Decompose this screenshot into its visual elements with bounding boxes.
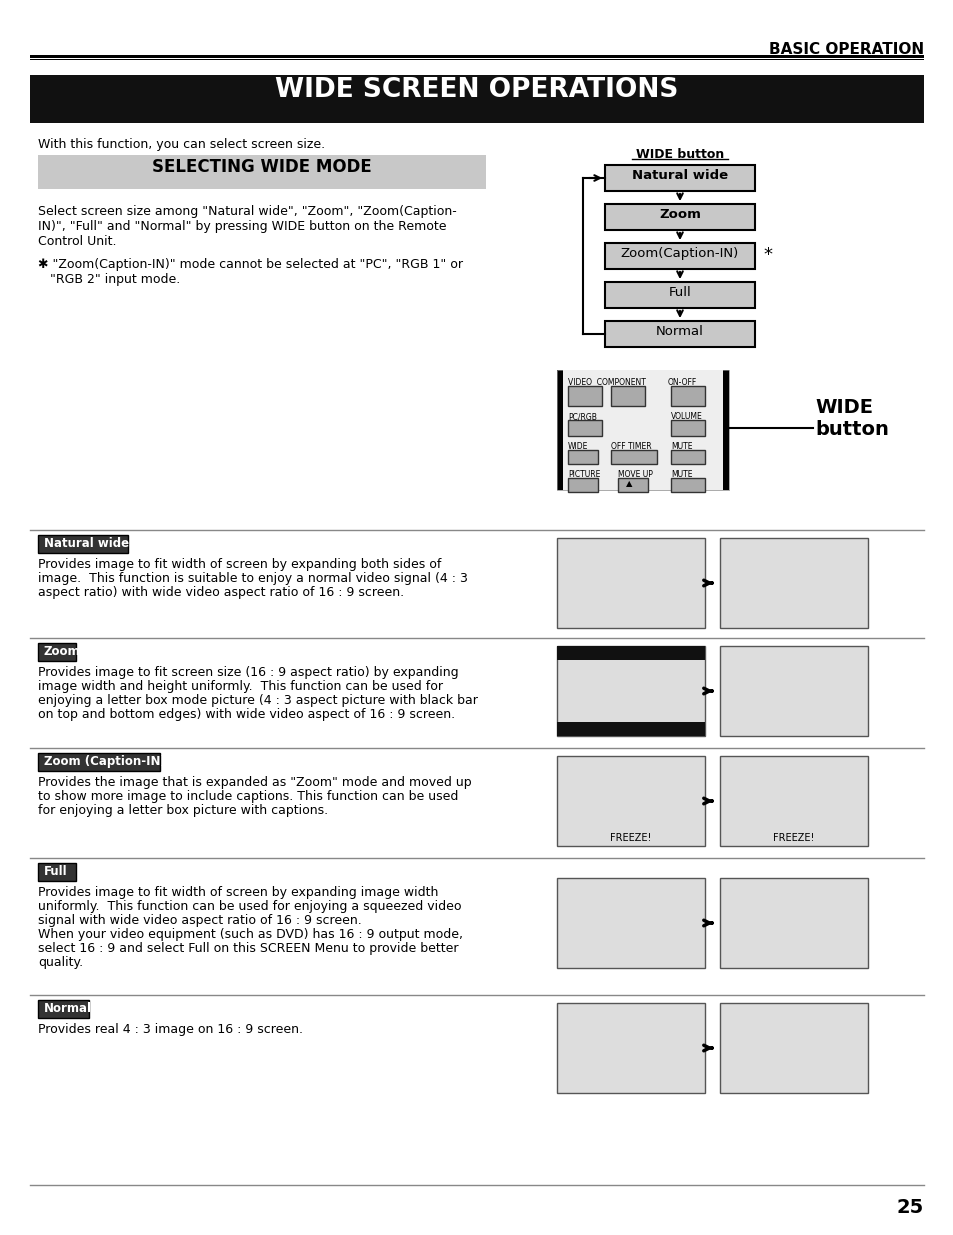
Text: Provides the image that is expanded as "Zoom" mode and moved up: Provides the image that is expanded as "… — [38, 776, 471, 789]
Text: PC/RGB: PC/RGB — [567, 412, 597, 421]
Text: BASIC OPERATION: BASIC OPERATION — [768, 42, 923, 57]
Text: "RGB 2" input mode.: "RGB 2" input mode. — [38, 273, 180, 287]
Bar — [722, 370, 728, 490]
Text: WIDE SCREEN OPERATIONS: WIDE SCREEN OPERATIONS — [275, 77, 678, 103]
Bar — [604, 243, 754, 269]
Bar — [30, 56, 923, 58]
Bar — [720, 538, 867, 629]
Bar — [557, 370, 562, 490]
Text: aspect ratio) with wide video aspect ratio of 16 : 9 screen.: aspect ratio) with wide video aspect rat… — [38, 585, 404, 599]
Text: 25: 25 — [896, 1198, 923, 1216]
Text: Zoom(Caption-IN): Zoom(Caption-IN) — [620, 247, 739, 261]
Bar — [38, 1000, 89, 1018]
Text: WIDE
button: WIDE button — [814, 398, 888, 438]
Text: VIDEO  COMPONENT: VIDEO COMPONENT — [567, 378, 645, 387]
Text: ▲: ▲ — [625, 479, 632, 488]
Text: Full: Full — [668, 287, 691, 299]
Text: Natural wide: Natural wide — [44, 537, 129, 550]
Bar — [557, 370, 728, 490]
Text: image.  This function is suitable to enjoy a normal video signal (4 : 3: image. This function is suitable to enjo… — [38, 572, 467, 585]
Bar — [38, 156, 485, 189]
Bar — [557, 722, 704, 736]
Bar — [670, 478, 704, 492]
Bar — [604, 204, 754, 230]
Bar — [38, 643, 76, 661]
Bar — [720, 1003, 867, 1093]
Bar — [557, 1003, 704, 1093]
Bar — [557, 878, 704, 968]
Text: image width and height uniformly.  This function can be used for: image width and height uniformly. This f… — [38, 680, 442, 693]
Bar — [610, 450, 657, 464]
Text: Normal: Normal — [656, 325, 703, 338]
Bar — [557, 538, 704, 629]
Text: ON-OFF: ON-OFF — [667, 378, 697, 387]
Text: uniformly.  This function can be used for enjoying a squeezed video: uniformly. This function can be used for… — [38, 900, 461, 913]
Text: When your video equipment (such as DVD) has 16 : 9 output mode,: When your video equipment (such as DVD) … — [38, 927, 462, 941]
Text: FREEZE!: FREEZE! — [610, 832, 651, 844]
Bar — [30, 75, 923, 124]
Bar — [604, 165, 754, 191]
Bar — [610, 387, 644, 406]
Text: Select screen size among "Natural wide", "Zoom", "Zoom(Caption-: Select screen size among "Natural wide",… — [38, 205, 456, 219]
Text: With this function, you can select screen size.: With this function, you can select scree… — [38, 138, 325, 151]
Text: on top and bottom edges) with wide video aspect of 16 : 9 screen.: on top and bottom edges) with wide video… — [38, 708, 455, 721]
Text: MUTE: MUTE — [670, 471, 692, 479]
Text: select 16 : 9 and select Full on this SCREEN Menu to provide better: select 16 : 9 and select Full on this SC… — [38, 942, 458, 955]
Bar — [557, 646, 704, 736]
Text: MOVE UP: MOVE UP — [618, 471, 652, 479]
Text: OFF TIMER: OFF TIMER — [610, 442, 651, 451]
Text: Provides image to fit width of screen by expanding image width: Provides image to fit width of screen by… — [38, 885, 438, 899]
Text: quality.: quality. — [38, 956, 83, 969]
Text: SELECTING WIDE MODE: SELECTING WIDE MODE — [152, 158, 372, 177]
Bar — [38, 753, 160, 771]
Bar — [38, 863, 76, 881]
Text: Full: Full — [44, 864, 68, 878]
Text: *: * — [762, 246, 771, 264]
Bar — [38, 535, 128, 553]
Text: Provides image to fit screen size (16 : 9 aspect ratio) by expanding: Provides image to fit screen size (16 : … — [38, 666, 458, 679]
Text: FREEZE!: FREEZE! — [773, 832, 814, 844]
Bar — [567, 387, 601, 406]
Bar — [720, 646, 867, 736]
Text: Zoom (Caption-IN): Zoom (Caption-IN) — [44, 755, 166, 768]
Bar — [670, 387, 704, 406]
Text: Control Unit.: Control Unit. — [38, 235, 116, 248]
Bar — [604, 282, 754, 308]
Text: ✱ "Zoom(Caption-IN)" mode cannot be selected at "PC", "RGB 1" or: ✱ "Zoom(Caption-IN)" mode cannot be sele… — [38, 258, 462, 270]
Text: WIDE: WIDE — [567, 442, 588, 451]
Bar — [567, 478, 598, 492]
Bar — [562, 370, 722, 490]
Text: IN)", "Full" and "Normal" by pressing WIDE button on the Remote: IN)", "Full" and "Normal" by pressing WI… — [38, 220, 446, 233]
Bar — [670, 420, 704, 436]
Bar — [618, 478, 647, 492]
Text: to show more image to include captions. This function can be used: to show more image to include captions. … — [38, 790, 457, 803]
Bar — [720, 756, 867, 846]
Text: PICTURE: PICTURE — [567, 471, 599, 479]
Bar — [670, 450, 704, 464]
Text: Normal: Normal — [44, 1002, 91, 1015]
Text: Provides real 4 : 3 image on 16 : 9 screen.: Provides real 4 : 3 image on 16 : 9 scre… — [38, 1023, 303, 1036]
Bar — [557, 646, 704, 659]
Bar — [604, 321, 754, 347]
Bar — [720, 878, 867, 968]
Text: WIDE button: WIDE button — [636, 148, 723, 161]
Text: Zoom: Zoom — [44, 645, 81, 658]
Text: for enjoying a letter box picture with captions.: for enjoying a letter box picture with c… — [38, 804, 328, 818]
Text: VOLUME: VOLUME — [670, 412, 702, 421]
Bar — [557, 756, 704, 846]
Bar — [567, 420, 601, 436]
Bar — [567, 450, 598, 464]
Text: enjoying a letter box mode picture (4 : 3 aspect picture with black bar: enjoying a letter box mode picture (4 : … — [38, 694, 477, 706]
Text: Provides image to fit width of screen by expanding both sides of: Provides image to fit width of screen by… — [38, 558, 441, 571]
Text: Natural wide: Natural wide — [631, 169, 727, 182]
Text: MUTE: MUTE — [670, 442, 692, 451]
Text: signal with wide video aspect ratio of 16 : 9 screen.: signal with wide video aspect ratio of 1… — [38, 914, 361, 927]
Text: Zoom: Zoom — [659, 207, 700, 221]
